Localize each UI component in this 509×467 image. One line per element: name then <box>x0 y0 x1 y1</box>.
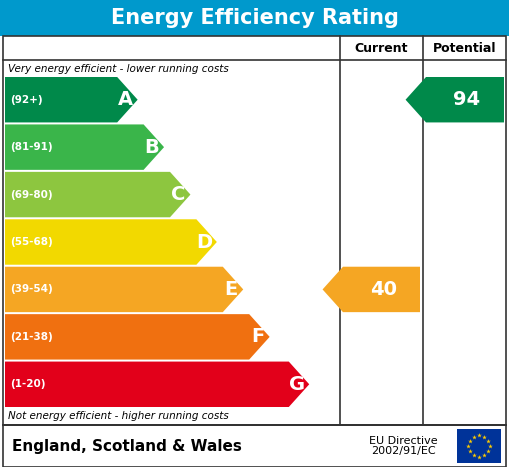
Text: D: D <box>196 233 213 252</box>
Polygon shape <box>5 314 270 360</box>
Text: C: C <box>171 185 185 204</box>
Bar <box>3 425 506 467</box>
Text: EU Directive: EU Directive <box>369 436 438 446</box>
Text: (69-80): (69-80) <box>10 190 52 199</box>
Text: (1-20): (1-20) <box>10 379 45 389</box>
Text: G: G <box>289 375 305 394</box>
Text: Potential: Potential <box>433 42 496 55</box>
Polygon shape <box>5 124 164 170</box>
Polygon shape <box>323 267 420 312</box>
Text: Current: Current <box>355 42 408 55</box>
Polygon shape <box>5 361 309 407</box>
Polygon shape <box>5 77 137 122</box>
Text: 40: 40 <box>370 280 397 299</box>
Text: (92+): (92+) <box>10 95 43 105</box>
Bar <box>0 0 509 36</box>
Text: (55-68): (55-68) <box>10 237 53 247</box>
Text: England, Scotland & Wales: England, Scotland & Wales <box>12 439 242 453</box>
Text: (39-54): (39-54) <box>10 284 53 294</box>
Polygon shape <box>406 77 504 122</box>
Bar <box>457 429 501 463</box>
Text: E: E <box>224 280 238 299</box>
Polygon shape <box>5 172 190 217</box>
Bar <box>3 36 506 425</box>
Text: Energy Efficiency Rating: Energy Efficiency Rating <box>110 8 399 28</box>
Text: (21-38): (21-38) <box>10 332 53 342</box>
Text: 94: 94 <box>454 90 480 109</box>
Text: A: A <box>118 90 133 109</box>
Text: 2002/91/EC: 2002/91/EC <box>371 446 436 456</box>
Text: (81-91): (81-91) <box>10 142 52 152</box>
Polygon shape <box>5 219 217 265</box>
Text: Very energy efficient - lower running costs: Very energy efficient - lower running co… <box>8 64 229 73</box>
Text: F: F <box>251 327 264 347</box>
Text: B: B <box>145 138 159 156</box>
Text: Not energy efficient - higher running costs: Not energy efficient - higher running co… <box>8 411 229 421</box>
Polygon shape <box>5 267 243 312</box>
